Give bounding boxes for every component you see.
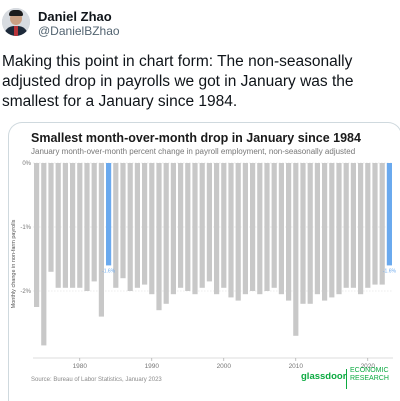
x-tick-label: 2020 xyxy=(361,363,376,370)
bar-2018 xyxy=(350,163,356,288)
bar-1985 xyxy=(113,163,119,288)
bar-1992 xyxy=(163,163,169,304)
y-tick-label: -2% xyxy=(20,289,31,295)
x-tick-label: 1990 xyxy=(145,363,160,370)
data-label: -1.6% xyxy=(383,268,397,274)
brand-logo: glassdoor xyxy=(301,371,347,382)
bar-2011 xyxy=(300,163,306,304)
bar-2003 xyxy=(242,163,248,295)
bar-1999 xyxy=(214,163,220,295)
brand-subtitle-line1: ECONOMIC xyxy=(350,367,389,374)
y-tick-label: 0% xyxy=(22,161,31,167)
x-tick-label: 2000 xyxy=(217,363,232,370)
chart-image[interactable]: Smallest month-over-month drop in Januar… xyxy=(8,122,400,401)
bar-1978 xyxy=(62,163,68,288)
data-label: -1.6% xyxy=(102,268,116,274)
bar-1980 xyxy=(77,163,83,288)
bar-2012 xyxy=(307,163,313,304)
bar-1989 xyxy=(142,163,148,285)
avatar[interactable] xyxy=(2,8,30,36)
bar-1996 xyxy=(192,163,198,295)
chart-subtitle: January month-over-month percent change … xyxy=(31,147,356,156)
bar-2014 xyxy=(322,163,328,301)
brand-subtitle: ECONOMIC RESEARCH xyxy=(350,367,400,383)
bar-1993 xyxy=(170,163,176,295)
bar-2017 xyxy=(343,163,349,288)
bar-1995 xyxy=(185,163,191,291)
bar-2016 xyxy=(336,163,342,295)
bar-2005 xyxy=(257,163,263,295)
bar-2023 xyxy=(386,163,392,266)
bar-1984 xyxy=(106,163,112,266)
author-name[interactable]: Daniel Zhao xyxy=(38,9,112,24)
bar-1998 xyxy=(206,163,212,282)
bar-2006 xyxy=(264,163,270,291)
bar-2004 xyxy=(250,163,256,291)
brand-subtitle-line2: RESEARCH xyxy=(350,375,389,382)
chart-source: Source: Bureau of Labor Statistics, Janu… xyxy=(31,377,162,383)
bar-1994 xyxy=(178,163,184,288)
brand-divider xyxy=(346,369,347,389)
bar-1991 xyxy=(156,163,162,311)
x-tick-label: 2010 xyxy=(289,363,304,370)
chart-title: Smallest month-over-month drop in Januar… xyxy=(31,131,361,145)
bar-1981 xyxy=(84,163,90,291)
bar-1974 xyxy=(34,163,40,307)
bar-1977 xyxy=(55,163,61,288)
bar-1976 xyxy=(48,163,54,272)
bar-1975 xyxy=(41,163,47,346)
bar-2015 xyxy=(329,163,335,298)
bar-2019 xyxy=(358,163,364,295)
bar-2021 xyxy=(372,163,378,285)
bar-2013 xyxy=(314,163,320,295)
bar-1990 xyxy=(149,163,155,295)
x-tick-label: 1980 xyxy=(73,363,88,370)
author-handle[interactable]: @DanielBZhao xyxy=(38,24,120,38)
bar-2001 xyxy=(228,163,234,298)
bar-2009 xyxy=(286,163,292,301)
bar-1982 xyxy=(91,163,97,282)
bar-2020 xyxy=(365,163,371,288)
bar-1986 xyxy=(120,163,126,279)
bar-1987 xyxy=(127,163,133,291)
bar-1983 xyxy=(98,163,104,317)
tweet-text: Making this point in chart form: The non… xyxy=(2,53,354,110)
bar-2008 xyxy=(278,163,284,295)
bar-2007 xyxy=(271,163,277,288)
bar-1988 xyxy=(134,163,140,288)
bar-2022 xyxy=(379,163,385,285)
bar-2000 xyxy=(221,163,227,288)
y-tick-label: -1% xyxy=(20,225,31,231)
y-axis-label: Monthly change in non-farm payrolls xyxy=(11,219,17,308)
bar-1997 xyxy=(199,163,205,288)
bar-chart: 0% -1% -2%Monthly change in non-farm payro… xyxy=(11,161,397,370)
bar-1979 xyxy=(70,163,76,288)
bar-2002 xyxy=(235,163,241,301)
bar-2010 xyxy=(293,163,299,336)
